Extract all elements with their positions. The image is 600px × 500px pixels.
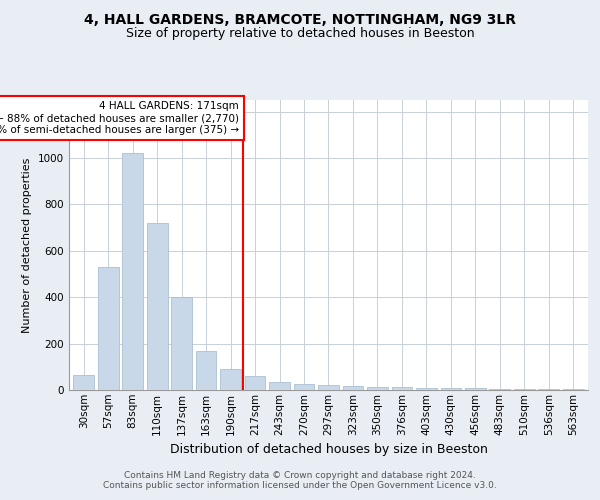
Bar bbox=[538, 389, 559, 390]
Bar bbox=[367, 386, 388, 390]
Bar bbox=[196, 350, 217, 390]
Bar bbox=[122, 154, 143, 390]
Text: Size of property relative to detached houses in Beeston: Size of property relative to detached ho… bbox=[125, 28, 475, 40]
Bar bbox=[220, 369, 241, 390]
Text: 4 HALL GARDENS: 171sqm
← 88% of detached houses are smaller (2,770)
12% of semi-: 4 HALL GARDENS: 171sqm ← 88% of detached… bbox=[0, 102, 239, 134]
Bar bbox=[514, 389, 535, 390]
Text: Contains HM Land Registry data © Crown copyright and database right 2024.
Contai: Contains HM Land Registry data © Crown c… bbox=[103, 470, 497, 490]
Bar bbox=[98, 267, 119, 390]
Bar bbox=[269, 382, 290, 390]
Bar bbox=[440, 388, 461, 390]
Bar bbox=[245, 376, 265, 390]
Bar bbox=[416, 388, 437, 390]
Bar bbox=[490, 388, 510, 390]
Bar bbox=[392, 387, 412, 390]
Bar bbox=[343, 386, 364, 390]
Text: Distribution of detached houses by size in Beeston: Distribution of detached houses by size … bbox=[170, 442, 488, 456]
Text: 4, HALL GARDENS, BRAMCOTE, NOTTINGHAM, NG9 3LR: 4, HALL GARDENS, BRAMCOTE, NOTTINGHAM, N… bbox=[84, 12, 516, 26]
Y-axis label: Number of detached properties: Number of detached properties bbox=[22, 158, 32, 332]
Bar bbox=[147, 223, 167, 390]
Bar bbox=[293, 384, 314, 390]
Bar bbox=[171, 297, 192, 390]
Bar bbox=[318, 386, 339, 390]
Bar bbox=[73, 375, 94, 390]
Bar bbox=[465, 388, 486, 390]
